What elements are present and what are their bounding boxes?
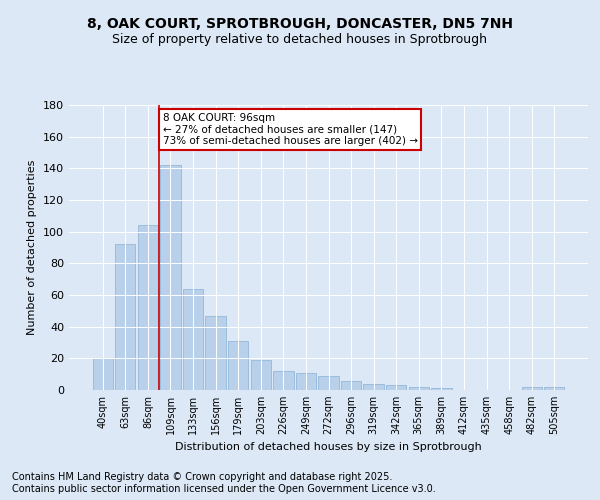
Bar	[115, 244, 136, 390]
Bar	[205, 316, 226, 390]
Bar	[341, 380, 361, 390]
Text: Contains HM Land Registry data © Crown copyright and database right 2025.: Contains HM Land Registry data © Crown c…	[12, 472, 392, 482]
Text: Contains public sector information licensed under the Open Government Licence v3: Contains public sector information licen…	[12, 484, 436, 494]
Text: Size of property relative to detached houses in Sprotbrough: Size of property relative to detached ho…	[113, 32, 487, 46]
Bar	[431, 388, 452, 390]
Bar	[319, 376, 338, 390]
Text: 8 OAK COURT: 96sqm
← 27% of detached houses are smaller (147)
73% of semi-detach: 8 OAK COURT: 96sqm ← 27% of detached hou…	[163, 113, 418, 146]
Bar	[521, 387, 542, 390]
Text: 8, OAK COURT, SPROTBROUGH, DONCASTER, DN5 7NH: 8, OAK COURT, SPROTBROUGH, DONCASTER, DN…	[87, 18, 513, 32]
Bar	[544, 387, 565, 390]
Bar	[386, 385, 406, 390]
Bar	[228, 341, 248, 390]
Bar	[364, 384, 384, 390]
Text: Distribution of detached houses by size in Sprotbrough: Distribution of detached houses by size …	[175, 442, 482, 452]
Y-axis label: Number of detached properties: Number of detached properties	[28, 160, 37, 335]
Bar	[138, 226, 158, 390]
Bar	[251, 360, 271, 390]
Bar	[183, 288, 203, 390]
Bar	[273, 371, 293, 390]
Bar	[296, 372, 316, 390]
Bar	[160, 165, 181, 390]
Bar	[92, 358, 113, 390]
Bar	[409, 387, 429, 390]
